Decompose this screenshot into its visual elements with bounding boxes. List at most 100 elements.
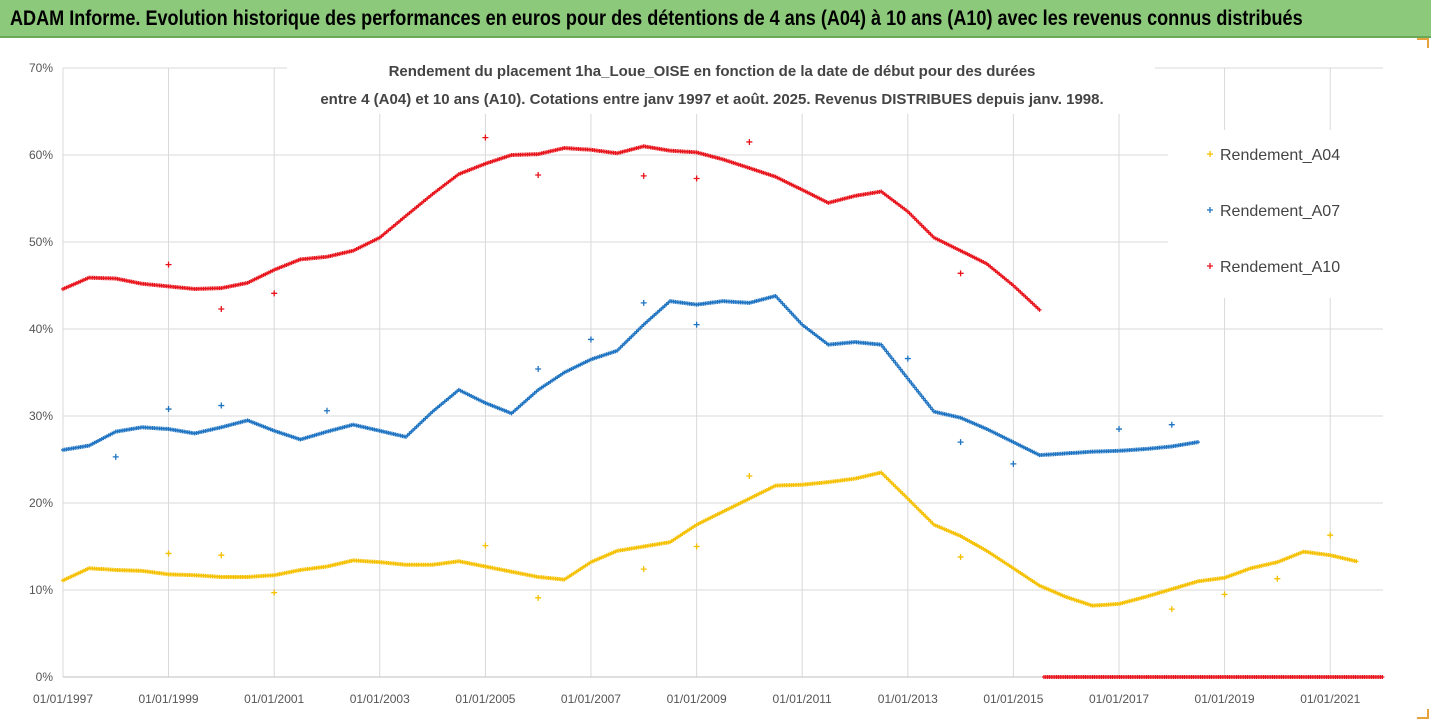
header-banner: ADAM Informe. Evolution historique des p… <box>0 0 1431 38</box>
data-point <box>888 353 893 358</box>
data-point <box>1037 307 1042 312</box>
legend-marker <box>1207 151 1213 157</box>
chart: 0% 10% 20% 30% 40% 50% 60% 70% 01/01/1997 01/01/1… <box>29 48 1385 706</box>
chart-title-background <box>287 48 1155 114</box>
y-tick-label: 50% <box>29 235 53 249</box>
outlier-point <box>218 402 225 409</box>
outlier-point <box>693 321 700 328</box>
corner-mark <box>1417 709 1429 719</box>
series-Rendement_A07 <box>61 293 1200 467</box>
data-point <box>909 380 914 385</box>
y-tick-label: 70% <box>29 61 53 75</box>
x-tick-label: 01/01/1999 <box>138 692 198 706</box>
data-point <box>918 392 923 397</box>
outlier-point <box>640 172 647 179</box>
outlier-point <box>535 366 542 373</box>
data-point <box>900 369 905 374</box>
data-point <box>925 400 930 405</box>
outlier-point <box>165 406 172 413</box>
outlier-point <box>535 172 542 179</box>
data-point <box>919 394 924 399</box>
y-tick-label: 60% <box>29 148 53 162</box>
outlier-point <box>271 290 278 297</box>
outlier-point <box>1221 591 1228 598</box>
data-point <box>904 374 909 379</box>
data-point <box>912 385 917 390</box>
y-tick-label: 0% <box>36 670 54 684</box>
outlier-point <box>1168 606 1175 613</box>
x-tick-label: 01/01/2015 <box>983 692 1043 706</box>
outlier-point <box>323 407 330 414</box>
x-tick-label: 01/01/2007 <box>561 692 621 706</box>
outlier-point <box>957 439 964 446</box>
data-point <box>896 365 901 370</box>
x-tick-label: 01/01/2017 <box>1089 692 1149 706</box>
data-point <box>1195 440 1200 445</box>
outlier-point <box>640 299 647 306</box>
outlier-point <box>587 336 594 343</box>
x-tick-label: 01/01/1997 <box>33 692 93 706</box>
y-tick-label: 20% <box>29 496 53 510</box>
outlier-point <box>218 305 225 312</box>
chart-title-line-1: Rendement du placement 1ha_Loue_OISE en … <box>389 63 1036 80</box>
data-point <box>911 383 916 388</box>
data-point <box>905 376 910 381</box>
y-tick-label: 10% <box>29 583 53 597</box>
x-tick-label: 01/01/2011 <box>773 692 832 706</box>
data-point <box>914 387 919 392</box>
outlier-point <box>1116 426 1123 433</box>
outlier-point <box>1327 532 1334 539</box>
data-point <box>921 396 926 401</box>
outlier-point <box>746 138 753 145</box>
outlier-point <box>482 542 489 549</box>
outlier-point <box>218 552 225 559</box>
y-tick-label: 30% <box>29 409 53 423</box>
x-tick-label: 01/01/2001 <box>244 692 304 706</box>
outlier-point <box>535 594 542 601</box>
outlier-point <box>165 550 172 557</box>
banner-title: ADAM Informe. Evolution historique des p… <box>10 7 1303 30</box>
y-tick-label: 40% <box>29 322 53 336</box>
x-tick-label: 01/01/2013 <box>878 692 938 706</box>
legend-label: Rendement_A07 <box>1220 203 1340 220</box>
data-point <box>1354 559 1359 564</box>
data-point <box>886 351 891 356</box>
outlier-point <box>271 589 278 596</box>
data-point <box>923 398 928 403</box>
data-point <box>893 360 898 365</box>
x-tick-label: 01/01/2003 <box>350 692 410 706</box>
chart-title-line-2: entre 4 (A04) et 10 ans (A10). Cotations… <box>320 91 1103 108</box>
data-point <box>916 389 921 394</box>
legend-marker <box>1207 207 1213 213</box>
outlier-point <box>1168 421 1175 428</box>
zero-point <box>1380 675 1385 679</box>
data-point <box>930 407 935 412</box>
legend-background <box>1168 130 1383 298</box>
outlier-point <box>165 261 172 268</box>
outlier-point <box>1010 460 1017 467</box>
outlier-point <box>957 270 964 277</box>
data-point <box>926 403 931 408</box>
outlier-point <box>640 566 647 573</box>
data-point <box>891 358 896 363</box>
data-point <box>907 378 912 383</box>
outlier-point <box>1274 575 1281 582</box>
series-Rendement_A04 <box>61 470 1359 613</box>
outlier-point <box>693 543 700 550</box>
x-tick-label: 01/01/2021 <box>1300 692 1360 706</box>
gridlines <box>62 67 1383 678</box>
legend-label: Rendement_A10 <box>1220 259 1340 276</box>
legend: Rendement_A04 Rendement_A07 Rendement_A10 <box>1168 130 1383 298</box>
data-point <box>895 363 900 368</box>
x-tick-label: 01/01/2005 <box>455 692 515 706</box>
series-layer <box>61 134 1385 679</box>
axes: 0% 10% 20% 30% 40% 50% 60% 70% 01/01/1997 01/01/1… <box>29 61 1383 706</box>
series-Rendement_A10 <box>61 134 1385 679</box>
data-point <box>882 347 887 352</box>
data-point <box>879 342 884 347</box>
outlier-point <box>112 453 119 460</box>
outlier-point <box>482 134 489 141</box>
legend-marker <box>1207 263 1213 269</box>
legend-label: Rendement_A04 <box>1220 147 1340 164</box>
data-point <box>928 405 933 410</box>
